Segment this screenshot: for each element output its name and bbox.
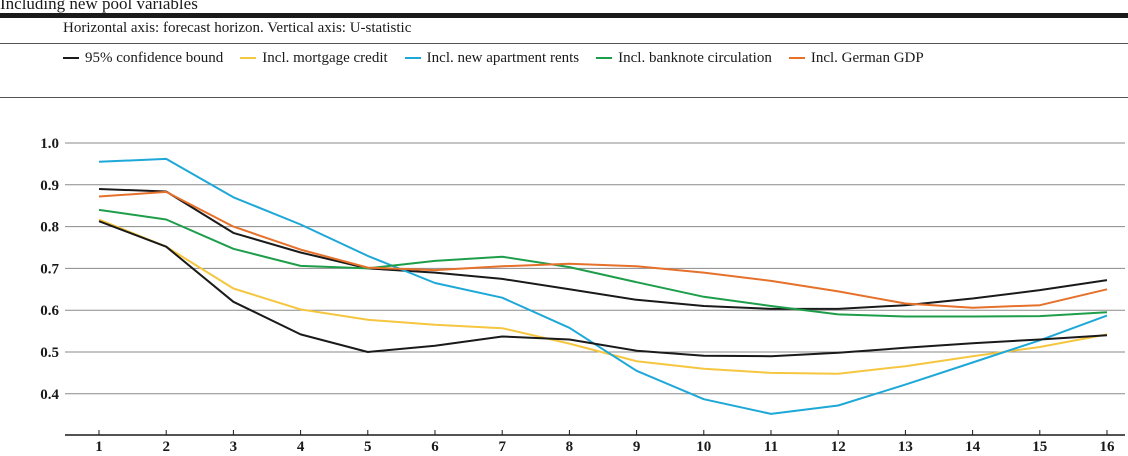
legend-label: Incl. banknote circulation [618,49,772,66]
x-tick-label: 2 [162,439,170,455]
series-line-95-confidence-bound [98,188,1108,310]
y-tick-label: 0.5 [40,345,59,361]
x-tick-label: 12 [831,439,846,455]
legend-label: Incl. new apartment rents [426,49,580,66]
y-tick-label: 0.9 [40,178,59,194]
axis-note-rule [0,43,1128,44]
legend-label: Incl. mortgage credit [262,49,388,66]
series-line-incl-new-apartment-rents [98,157,1108,415]
series-line-lower-confidence-bound [98,220,1108,358]
legend-label: 95% confidence bound [85,49,224,66]
legend-label: Incl. German GDP [810,49,924,66]
x-tick-label: 10 [696,439,711,455]
y-tick-label: 0.8 [40,220,59,236]
y-tick-label: 1.0 [40,136,59,152]
title-rule [0,13,1128,18]
legend-item: Incl. mortgage credit [240,48,388,68]
series-line-incl-german-gdp [98,190,1108,309]
x-tick-label: 1 [95,439,103,455]
legend-swatch [404,57,421,59]
x-tick-label: 8 [566,439,574,455]
series-line-incl-mortgage-credit [98,218,1108,375]
legend-rule [0,97,1128,98]
legend-swatch [240,57,257,59]
y-tick-label: 0.4 [40,387,59,403]
axis-description: Horizontal axis: forecast horizon. Verti… [63,20,412,36]
legend-item: Incl. banknote circulation [596,48,772,68]
chart-legend: 95% confidence bound Incl. mortgage credi… [63,48,1103,68]
x-tick-label: 11 [764,439,778,455]
x-tick-label: 13 [898,439,913,455]
legend-swatch [63,57,79,59]
x-tick-label: 6 [431,439,439,455]
chart-title: Including new pool variables [0,0,198,13]
y-tick-label: 0.6 [40,303,59,319]
x-tick-label: 16 [1100,439,1116,455]
legend-swatch [596,57,613,59]
y-tick-label: 0.7 [40,261,59,277]
x-tick-label: 5 [364,439,372,455]
x-tick-label: 4 [297,439,305,455]
legend-item: Incl. new apartment rents [404,48,580,68]
legend-item: 95% confidence bound [63,48,223,68]
legend-swatch [788,57,805,59]
legend-item: Incl. German GDP [788,48,924,68]
x-tick-label: 9 [633,439,641,455]
x-tick-label: 15 [1032,439,1047,455]
series-line-incl-banknote-circulation [98,208,1108,318]
x-tick-label: 7 [498,439,506,455]
x-tick-label: 14 [965,439,981,455]
x-tick-label: 3 [230,439,238,455]
